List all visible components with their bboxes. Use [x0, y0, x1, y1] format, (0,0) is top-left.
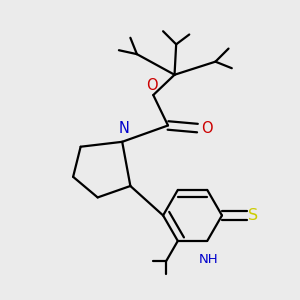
Text: S: S: [248, 208, 258, 223]
Text: N: N: [118, 121, 129, 136]
Text: O: O: [201, 121, 213, 136]
Text: NH: NH: [199, 254, 219, 266]
Text: O: O: [146, 78, 158, 93]
